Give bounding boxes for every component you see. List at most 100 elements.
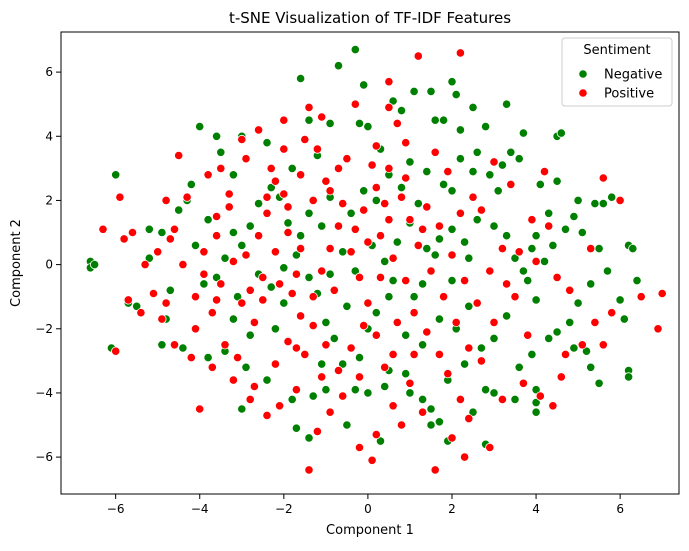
- data-point-negative: [426, 404, 436, 414]
- data-point-positive: [300, 134, 310, 145]
- data-point-positive: [169, 224, 180, 234]
- data-point-positive: [186, 352, 196, 363]
- data-point-negative: [480, 122, 491, 132]
- data-point-positive: [312, 144, 322, 154]
- data-point-positive: [308, 195, 318, 205]
- data-point-positive: [476, 205, 486, 215]
- data-point-positive: [653, 324, 663, 334]
- data-point-negative: [157, 340, 167, 350]
- data-point-positive: [556, 372, 566, 382]
- data-point-positive: [367, 455, 377, 465]
- data-point-negative: [295, 231, 306, 241]
- data-point-negative: [363, 122, 373, 132]
- data-point-negative: [422, 167, 432, 177]
- data-point-negative: [531, 385, 541, 395]
- data-point-negative: [464, 253, 474, 263]
- data-point-positive: [228, 256, 238, 266]
- data-point-positive: [346, 343, 356, 353]
- data-point-negative: [190, 240, 201, 250]
- data-point-positive: [270, 176, 280, 186]
- data-point-negative: [388, 96, 398, 106]
- data-point-positive: [237, 298, 247, 308]
- data-point-positive: [363, 298, 373, 308]
- data-point-negative: [447, 224, 457, 234]
- data-point-negative: [501, 311, 512, 321]
- legend-marker-positive: [578, 88, 588, 98]
- data-point-negative: [228, 227, 238, 238]
- data-point-positive: [270, 247, 280, 257]
- data-point-positive: [115, 192, 125, 202]
- data-point-positive: [401, 275, 411, 286]
- data-point-negative: [501, 231, 512, 241]
- data-point-positive: [455, 208, 465, 218]
- data-point-negative: [262, 138, 272, 148]
- data-point-positive: [279, 115, 289, 125]
- data-point-positive: [523, 330, 533, 340]
- data-point-negative: [342, 301, 352, 311]
- data-point-positive: [548, 401, 558, 411]
- data-point-positive: [283, 227, 293, 238]
- data-point-positive: [258, 272, 268, 282]
- data-point-positive: [354, 442, 365, 453]
- data-point-negative: [350, 266, 360, 276]
- data-point-positive: [422, 202, 432, 212]
- data-point-negative: [602, 266, 613, 276]
- data-point-positive: [392, 118, 402, 129]
- data-point-negative: [304, 272, 314, 282]
- data-point-negative: [195, 122, 205, 132]
- data-point-positive: [317, 266, 327, 276]
- data-point-negative: [354, 352, 365, 363]
- data-point-positive: [317, 112, 327, 122]
- data-point-positive: [472, 298, 482, 308]
- data-point-positive: [203, 170, 213, 180]
- data-point-negative: [325, 269, 335, 279]
- data-point-positive: [157, 314, 167, 324]
- x-tick-label: −6: [107, 502, 125, 516]
- data-point-positive: [565, 285, 575, 295]
- data-point-positive: [380, 199, 390, 209]
- data-point-positive: [338, 391, 348, 401]
- data-point-negative: [434, 314, 444, 324]
- data-point-positive: [295, 244, 306, 254]
- data-point-negative: [287, 163, 297, 173]
- data-point-positive: [295, 170, 306, 180]
- data-point-negative: [405, 157, 415, 167]
- data-point-positive: [506, 179, 516, 189]
- data-point-positive: [325, 186, 335, 196]
- data-point-negative: [401, 330, 411, 340]
- data-point-negative: [270, 324, 280, 334]
- data-point-positive: [459, 275, 470, 286]
- data-point-positive: [531, 256, 541, 266]
- data-point-positive: [535, 391, 545, 401]
- data-point-positive: [430, 147, 440, 157]
- data-point-positive: [283, 202, 293, 212]
- data-point-positive: [207, 362, 217, 372]
- data-point-positive: [405, 378, 415, 388]
- data-point-positive: [560, 349, 571, 359]
- data-point-positive: [329, 285, 339, 295]
- legend-title: Sentiment: [583, 43, 650, 58]
- data-point-positive: [274, 401, 285, 411]
- data-point-negative: [295, 73, 306, 84]
- data-point-negative: [518, 128, 529, 138]
- data-point-negative: [565, 317, 575, 327]
- data-point-positive: [417, 407, 428, 417]
- data-point-negative: [548, 240, 558, 250]
- data-point-positive: [539, 167, 550, 177]
- data-point-positive: [657, 288, 667, 299]
- data-point-positive: [291, 269, 301, 279]
- data-point-negative: [514, 154, 524, 164]
- y-axis-ticks: −6 −4 −2 0 2 4 6: [35, 65, 61, 464]
- data-point-positive: [212, 295, 222, 305]
- data-point-negative: [111, 170, 121, 180]
- data-point-positive: [127, 227, 138, 238]
- data-point-negative: [501, 99, 512, 109]
- data-point-negative: [586, 362, 596, 372]
- data-point-negative: [380, 256, 390, 266]
- data-point-positive: [258, 295, 268, 305]
- data-point-positive: [489, 157, 499, 167]
- data-point-positive: [254, 231, 264, 241]
- data-point-negative: [417, 394, 428, 404]
- data-point-negative: [438, 115, 449, 125]
